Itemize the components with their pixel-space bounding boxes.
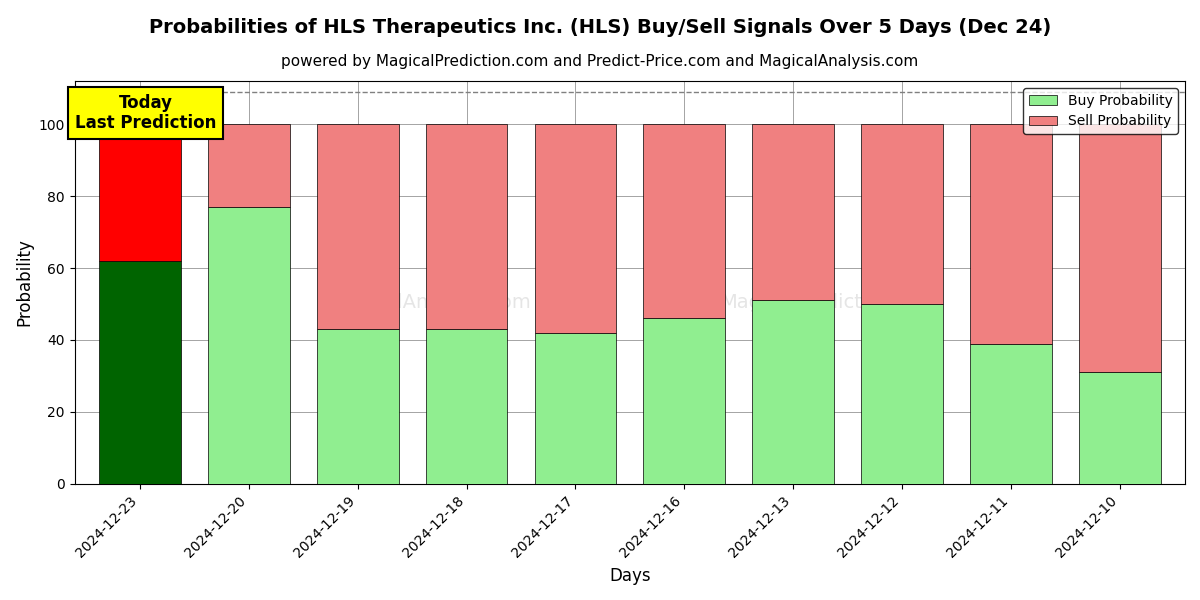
Bar — [208, 124, 289, 207]
Bar — [862, 124, 943, 304]
Bar — [752, 124, 834, 301]
Y-axis label: Probability: Probability — [16, 238, 34, 326]
Bar — [100, 124, 181, 261]
Bar — [317, 124, 398, 329]
Bar — [970, 124, 1051, 344]
Bar — [534, 124, 617, 333]
Bar — [426, 124, 508, 329]
Bar — [643, 124, 725, 319]
Bar — [1079, 372, 1160, 484]
Text: MagicalPrediction.com: MagicalPrediction.com — [720, 293, 940, 312]
Bar — [100, 261, 181, 484]
Bar — [752, 301, 834, 484]
Legend: Buy Probability, Sell Probability: Buy Probability, Sell Probability — [1024, 88, 1178, 134]
Bar — [970, 344, 1051, 484]
Text: Probabilities of HLS Therapeutics Inc. (HLS) Buy/Sell Signals Over 5 Days (Dec 2: Probabilities of HLS Therapeutics Inc. (… — [149, 18, 1051, 37]
Bar — [208, 207, 289, 484]
Text: powered by MagicalPrediction.com and Predict-Price.com and MagicalAnalysis.com: powered by MagicalPrediction.com and Pre… — [281, 54, 919, 69]
Bar — [643, 319, 725, 484]
Bar — [426, 329, 508, 484]
Bar — [862, 304, 943, 484]
Bar — [1079, 124, 1160, 372]
Bar — [534, 333, 617, 484]
X-axis label: Days: Days — [610, 567, 650, 585]
Text: Today
Last Prediction: Today Last Prediction — [74, 94, 216, 133]
Text: MagicalAnalysis.com: MagicalAnalysis.com — [329, 293, 532, 312]
Bar — [317, 329, 398, 484]
